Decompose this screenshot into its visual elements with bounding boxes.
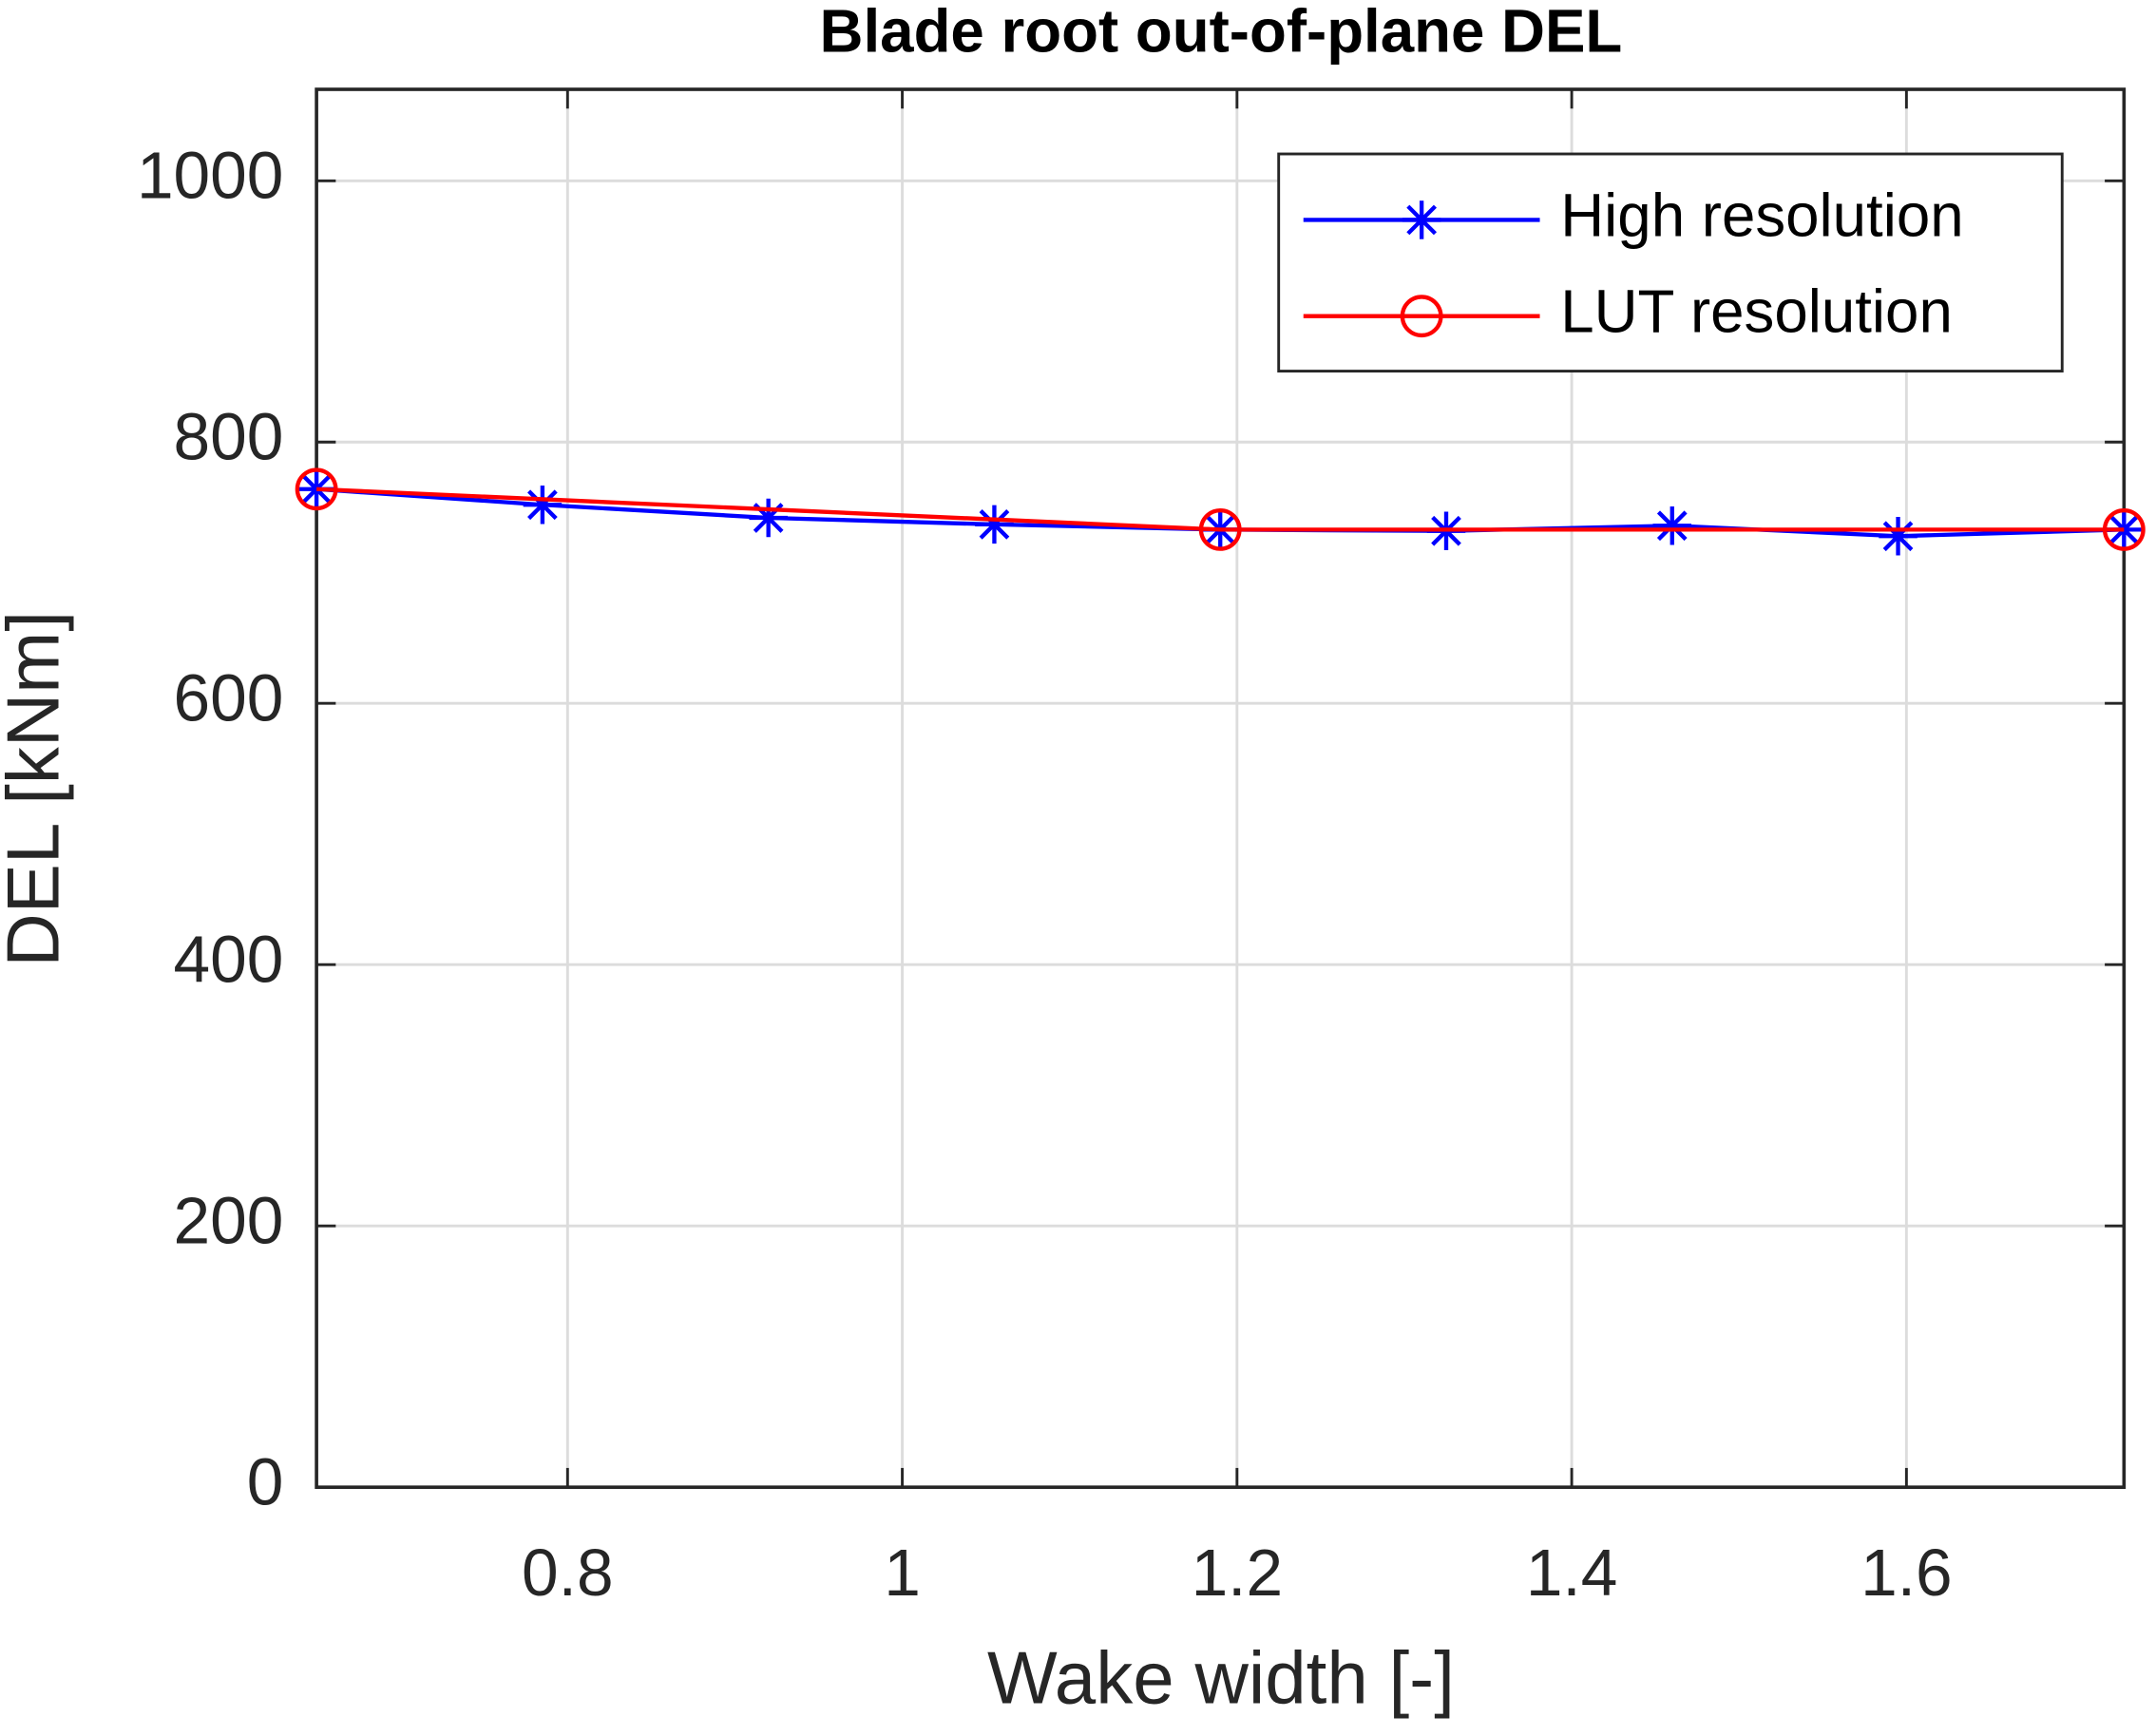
x-tick-label: 1 bbox=[884, 1536, 921, 1610]
legend-marker bbox=[1402, 200, 1441, 239]
marker-circle bbox=[1198, 507, 1242, 551]
marker-circle bbox=[295, 467, 338, 511]
plot-frame bbox=[315, 87, 2127, 1489]
legend-label: LUT resolution bbox=[1560, 278, 1953, 346]
y-tick-label: 600 bbox=[174, 661, 284, 735]
y-tick-label: 1000 bbox=[137, 139, 283, 213]
y-axis-label: DEL [kNm] bbox=[0, 611, 75, 967]
marker-asterisk bbox=[749, 498, 788, 538]
chart-title: Blade root out-of-plane DEL bbox=[820, 0, 1623, 65]
marker-circle bbox=[2102, 507, 2146, 551]
y-tick-label: 200 bbox=[174, 1184, 284, 1258]
y-tick-label: 400 bbox=[174, 923, 284, 997]
legend-label: High resolution bbox=[1560, 181, 1963, 249]
marker-asterisk bbox=[975, 505, 1014, 544]
legend-marker bbox=[1400, 295, 1443, 338]
series-line bbox=[316, 486, 2125, 532]
x-axis-label: Wake width [-] bbox=[987, 1636, 1455, 1720]
y-tick-label: 800 bbox=[174, 400, 284, 474]
legend-box bbox=[1277, 152, 2064, 373]
marker-asterisk bbox=[523, 485, 563, 525]
marker-asterisk bbox=[1652, 506, 1692, 545]
x-tick-label: 1.6 bbox=[1860, 1536, 1953, 1610]
x-tick-label: 1.2 bbox=[1192, 1536, 1284, 1610]
x-tick-label: 0.8 bbox=[522, 1536, 614, 1610]
marker-asterisk bbox=[1879, 516, 1918, 556]
x-tick-label: 1.4 bbox=[1526, 1536, 1618, 1610]
y-tick-label: 0 bbox=[247, 1445, 284, 1519]
